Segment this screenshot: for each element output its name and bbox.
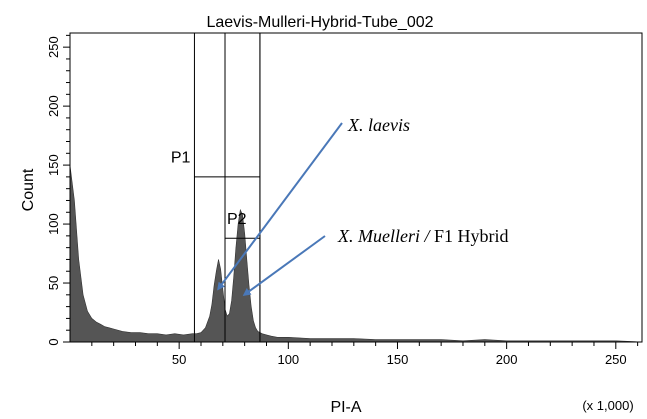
x-axis-label: PI-A xyxy=(330,399,361,416)
x-tick-label: 50 xyxy=(172,352,186,367)
gate-p1-label: P1 xyxy=(171,150,191,167)
annotation-label-muelleri: X. Muelleri / F1 Hybrid xyxy=(337,226,509,246)
gate-p2-label: P2 xyxy=(227,211,247,228)
y-axis-label: Count xyxy=(20,168,37,211)
x-tick-label: 200 xyxy=(496,352,518,367)
x-tick-label: 100 xyxy=(277,352,299,367)
y-tick-label: 250 xyxy=(46,36,61,58)
axes-layer: 50 100 150 200 250 0 50 100 150 200 250 xyxy=(46,32,643,367)
plot-frame xyxy=(69,32,643,343)
annotation-layer: X. laevis X. Muelleri / F1 Hybrid xyxy=(217,115,509,297)
y-tick-label: 150 xyxy=(46,154,61,176)
histogram-layer xyxy=(69,165,643,343)
y-tick-label: 100 xyxy=(46,213,61,235)
annotation-arrow-muelleri xyxy=(242,235,326,297)
annotation-label-muelleri-italic: X. Muelleri xyxy=(337,226,420,246)
annotation-label-laevis: X. laevis xyxy=(347,115,410,135)
x-axis-multiplier: (x 1,000) xyxy=(582,398,633,413)
annotation-arrow-laevis xyxy=(217,122,343,291)
y-tick-label: 200 xyxy=(46,95,61,117)
y-tick-label: 0 xyxy=(46,338,61,345)
histogram-area xyxy=(69,165,643,343)
y-tick-label: 50 xyxy=(46,276,61,290)
chart-title: Laevis-Mulleri-Hybrid-Tube_002 xyxy=(206,14,433,31)
x-tick-label: 150 xyxy=(387,352,409,367)
annotation-label-muelleri-rest: F1 Hybrid xyxy=(434,226,509,246)
x-tick-label: 250 xyxy=(605,352,627,367)
annotation-label-muelleri-separator: / xyxy=(420,226,434,246)
